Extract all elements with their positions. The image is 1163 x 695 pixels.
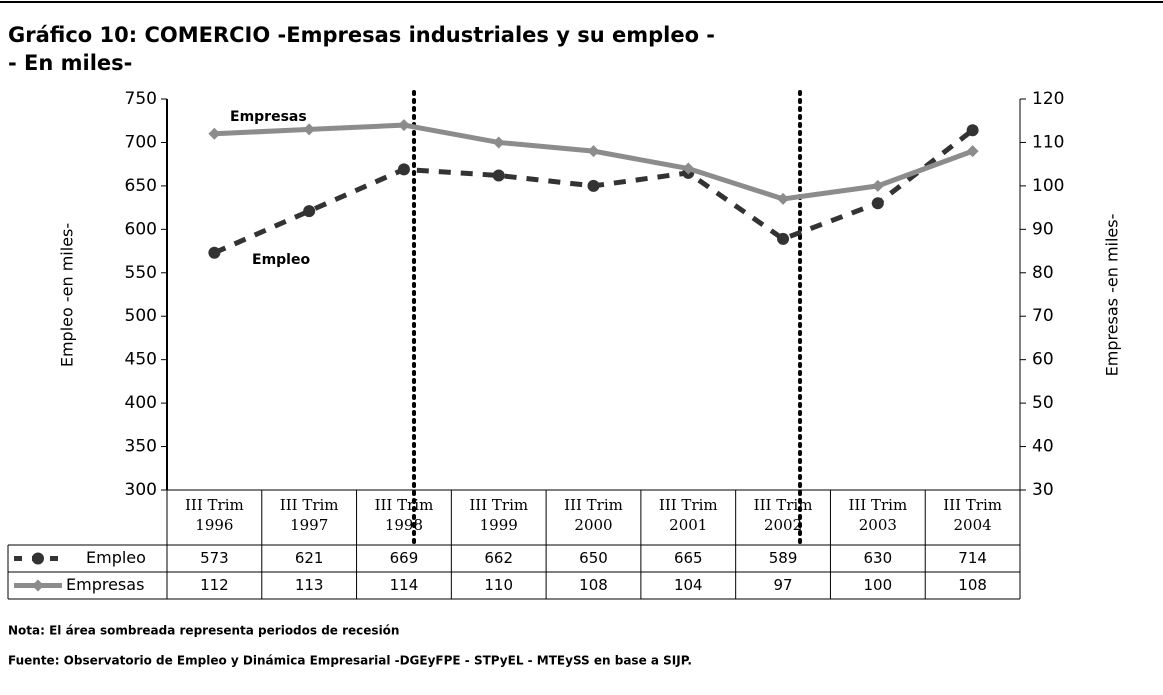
x-tick-label: III Trim: [469, 496, 528, 514]
y2-tick-label: 30: [1032, 480, 1054, 500]
table-cell: 662: [484, 549, 513, 567]
data-point: [777, 192, 790, 205]
x-tick-label: III Trim: [375, 496, 434, 514]
x-tick-label: III Trim: [185, 496, 244, 514]
y-tick-label: 650: [125, 176, 157, 196]
data-point: [871, 179, 884, 192]
data-point: [966, 124, 979, 137]
data-point: [492, 169, 505, 182]
y-tick-label: 450: [125, 350, 157, 370]
y2-tick-label: 60: [1032, 350, 1054, 370]
y-tick-label: 350: [125, 437, 157, 457]
table-cell: 108: [958, 576, 987, 594]
x-tick-label: III Trim: [848, 496, 907, 514]
data-point: [777, 232, 790, 245]
table-cell: 621: [295, 549, 324, 567]
data-point: [303, 205, 316, 218]
y2-tick-label: 120: [1032, 89, 1064, 109]
x-tick-label: III Trim: [659, 496, 718, 514]
y2-tick-label: 40: [1032, 437, 1054, 457]
data-point: [303, 123, 316, 136]
y2-tick-label: 50: [1032, 393, 1054, 413]
annotation: Empresas: [230, 109, 307, 125]
x-tick-label: III Trim: [564, 496, 623, 514]
table-cell: 650: [579, 549, 608, 567]
annotation: Empleo: [252, 252, 310, 268]
data-point: [492, 136, 505, 149]
legend-marker: [32, 579, 44, 592]
legend-marker: [32, 552, 44, 565]
table-cell: 114: [390, 576, 419, 594]
table-cell: 110: [484, 576, 513, 594]
table-cell: 669: [390, 549, 419, 567]
data-point: [397, 163, 410, 176]
y2-tick-label: 80: [1032, 263, 1054, 283]
y2-axis-label: Empresas -en miles-: [1103, 214, 1122, 377]
y-tick-label: 300: [125, 480, 157, 500]
table-cell: 630: [864, 549, 893, 567]
y-tick-label: 600: [125, 219, 157, 239]
data-point: [587, 145, 600, 158]
data-point: [587, 179, 600, 192]
x-tick-label: 2002: [764, 516, 802, 534]
y-tick-label: 500: [125, 306, 157, 326]
x-tick-label: 1999: [480, 516, 518, 534]
table-cell: 112: [200, 576, 229, 594]
data-point: [397, 119, 410, 132]
note: Nota: El área sombreada representa perio…: [8, 624, 399, 638]
table-cell: 714: [958, 549, 987, 567]
x-tick-label: 2003: [859, 516, 897, 534]
table-cell: 573: [200, 549, 229, 567]
legend-label: Empleo: [86, 548, 146, 567]
y-tick-label: 550: [125, 263, 157, 283]
table-cell: 589: [769, 549, 798, 567]
x-tick-label: III Trim: [280, 496, 339, 514]
table-cell: 108: [579, 576, 608, 594]
table-cell: 104: [674, 576, 703, 594]
data-point: [871, 197, 884, 210]
x-tick-label: 2000: [574, 516, 612, 534]
y2-tick-label: 100: [1032, 176, 1064, 196]
x-tick-label: III Trim: [943, 496, 1002, 514]
x-tick-label: III Trim: [754, 496, 813, 514]
y2-tick-label: 90: [1032, 219, 1054, 239]
y2-tick-label: 110: [1032, 132, 1064, 152]
x-tick-label: 1998: [385, 516, 423, 534]
data-point: [208, 246, 221, 259]
x-tick-label: 1997: [290, 516, 328, 534]
y-tick-label: 700: [125, 132, 157, 152]
legend-label: Empresas: [66, 575, 144, 594]
y-tick-label: 750: [125, 89, 157, 109]
data-point: [966, 145, 979, 158]
chart-title: Gráfico 10: COMERCIO -Empresas industria…: [8, 23, 715, 47]
y-tick-label: 400: [125, 393, 157, 413]
source: Fuente: Observatorio de Empleo y Dinámic…: [8, 654, 692, 668]
table-cell: 100: [864, 576, 893, 594]
data-point: [208, 127, 221, 140]
table-cell: 113: [295, 576, 324, 594]
x-tick-label: 2001: [669, 516, 707, 534]
y2-tick-label: 70: [1032, 306, 1054, 326]
data-point: [682, 162, 695, 175]
x-tick-label: 1996: [195, 516, 233, 534]
x-tick-label: 2004: [954, 516, 992, 534]
chart-subtitle: - En miles-: [8, 51, 132, 75]
table-cell: 97: [774, 576, 793, 594]
table-cell: 665: [674, 549, 703, 567]
y-axis-label: Empleo -en miles-: [58, 223, 77, 367]
